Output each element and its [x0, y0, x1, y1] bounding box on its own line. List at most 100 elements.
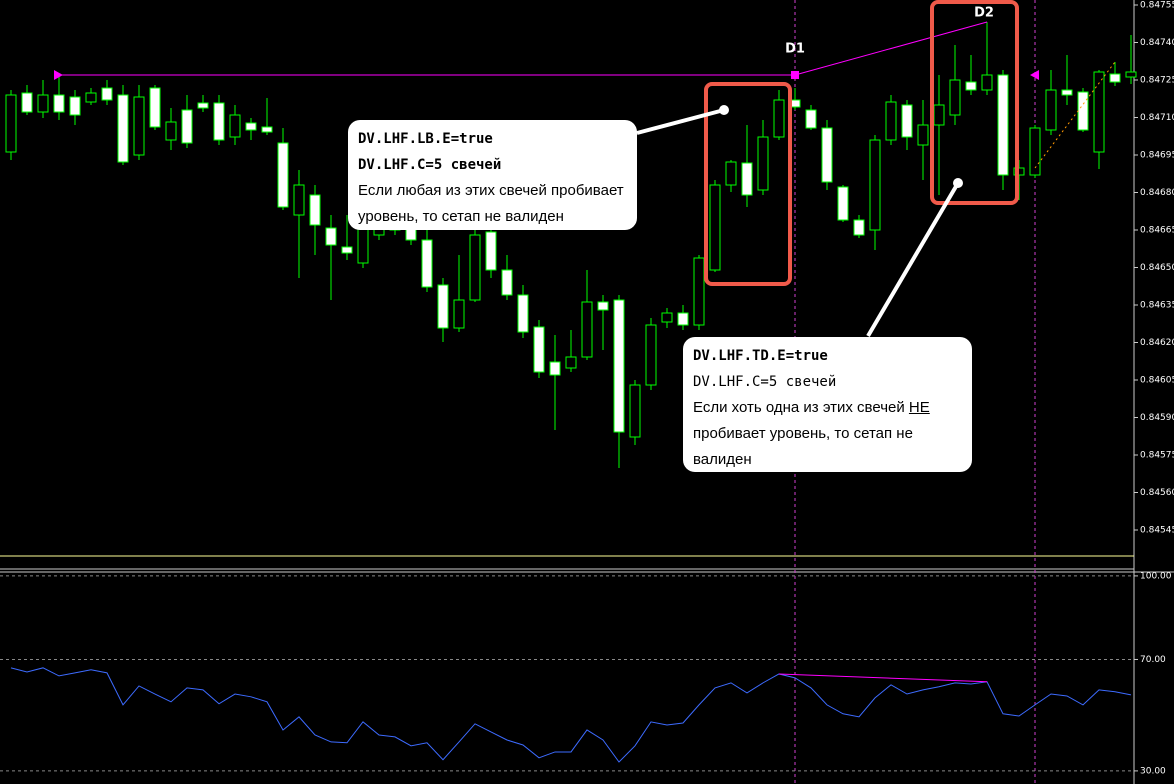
trend-line [794, 21, 988, 76]
candle-body [917, 124, 929, 146]
candle-body [37, 94, 49, 113]
y-tick-label: 0.84560 [1140, 488, 1174, 498]
candle-body [1077, 91, 1089, 131]
callout-emphasis: НЕ [908, 399, 930, 416]
candle-body [693, 257, 705, 326]
candle-body [469, 234, 481, 301]
y-tick-label: 0.84635 [1140, 301, 1174, 311]
y-tick-label: 100.00 [1140, 571, 1172, 581]
pointer [636, 108, 725, 135]
y-tick-label: 0.84665 [1140, 226, 1174, 236]
callout-line: Если любая из этих свечей пробивает [358, 182, 624, 199]
callout-line: Если хоть одна из этих свечей НЕ [693, 395, 962, 421]
candle-body [981, 74, 993, 91]
candle-body [517, 294, 529, 333]
candle-body [149, 87, 161, 128]
candle-body [293, 184, 305, 216]
candle-body [229, 114, 241, 138]
candle-body [453, 299, 465, 329]
candle-body [85, 92, 97, 103]
y-tick-label: 0.84680 [1140, 188, 1174, 198]
oscillator-line [10, 667, 1132, 763]
callout: DV.LHF.LB.E=true DV.LHF.C=5 свечей Если … [348, 120, 637, 230]
y-tick-label: 0.84590 [1140, 413, 1174, 423]
candle-body [69, 96, 81, 116]
y-tick-label: 0.84755 [1140, 1, 1174, 11]
candle-body [965, 81, 977, 91]
candle-body [117, 94, 129, 163]
oscillator-panel: 100.00 70.00 30.00 [0, 571, 1172, 776]
y-tick-label: 0.84545 [1140, 526, 1174, 536]
candle-body [437, 284, 449, 329]
y-tick-label: 0.84575 [1140, 451, 1174, 461]
candle-body [485, 231, 497, 271]
candle-body [677, 312, 689, 326]
callout-line: DV.LHF.C=5 свечей [358, 157, 502, 173]
candle-body [597, 301, 609, 311]
candle-body [357, 227, 369, 264]
highlight-box [930, 0, 1019, 205]
callout-text: Если хоть одна из этих свечей [693, 399, 905, 416]
candle-body [101, 87, 113, 101]
y-tick-label: 0.84650 [1140, 263, 1174, 273]
candle-body [501, 269, 513, 296]
y-tick-label: 0.84725 [1140, 76, 1174, 86]
level-arrow [54, 70, 63, 80]
candle-body [821, 127, 833, 183]
candle-body [181, 109, 193, 144]
candle-body [997, 74, 1009, 176]
candle-body [565, 356, 577, 369]
candle-body [901, 104, 913, 138]
candle-body [661, 312, 673, 323]
pointer-dot [719, 105, 729, 115]
candle-body [933, 104, 945, 126]
candle-body [741, 162, 753, 196]
callout-line: DV.LHF.LB.E=true [358, 131, 493, 147]
candle-body [645, 324, 657, 386]
callout-line: уровень, то сетап не валиден [358, 208, 564, 225]
candle-body [869, 139, 881, 231]
callout: DV.LHF.TD.E=true DV.LHF.C=5 свечей Если … [683, 337, 972, 472]
candle-body [805, 109, 817, 129]
candle-body [21, 92, 33, 113]
candle-body [1029, 127, 1041, 176]
d1-marker [791, 71, 799, 79]
annotation: D2 [974, 6, 994, 21]
y-tick-label: 0.84740 [1140, 38, 1174, 48]
candle-body [613, 299, 625, 433]
candle-body [1125, 71, 1137, 78]
pointer [866, 181, 960, 338]
candle-body [213, 102, 225, 141]
candle-body [629, 384, 641, 438]
candle-body [773, 99, 785, 138]
y-tick-label: 0.84620 [1140, 338, 1174, 348]
annotation: D1 [785, 42, 805, 57]
candle-body [709, 184, 721, 271]
highlight-box [704, 82, 792, 286]
y-tick-label: 30.00 [1140, 766, 1166, 776]
y-tick-label: 70.00 [1140, 655, 1166, 665]
candle-body [1093, 71, 1105, 153]
candle-body [197, 102, 209, 109]
candle-body [53, 94, 65, 113]
candle-body [325, 227, 337, 246]
callout-line: пробивает уровень, то сетап не [693, 425, 913, 442]
y-tick-label: 0.84605 [1140, 376, 1174, 386]
candle-body [5, 94, 17, 153]
y-tick-label: 0.84710 [1140, 113, 1174, 123]
candle-body [949, 79, 961, 116]
callout-line: DV.LHF.C=5 свечей [693, 374, 837, 390]
candle-body [533, 326, 545, 373]
y-tick-label: 0.84695 [1140, 151, 1174, 161]
candle-body [421, 239, 433, 288]
candle-body [853, 219, 865, 236]
level-arrow [1030, 70, 1039, 80]
candle-body [261, 126, 273, 133]
candle-body [837, 186, 849, 221]
callout-line: валиден [693, 451, 752, 468]
callout-line: DV.LHF.TD.E=true [693, 348, 828, 364]
candle-body [277, 142, 289, 208]
